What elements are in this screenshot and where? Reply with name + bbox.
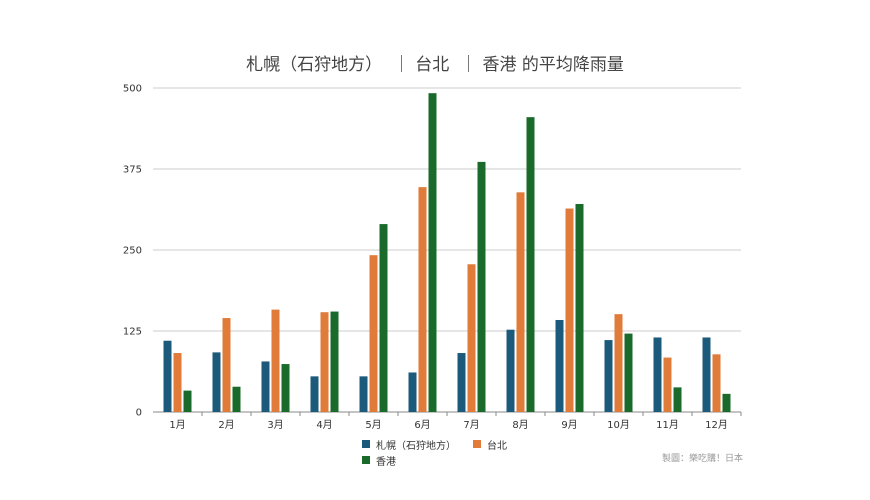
bar: [222, 318, 231, 412]
legend-swatch-sapporo: [362, 440, 370, 448]
y-tick-label: 500: [123, 84, 142, 95]
x-tick-label: 5月: [365, 419, 381, 431]
bar: [604, 340, 613, 412]
bar: [408, 372, 417, 412]
legend-swatch-taipei: [473, 440, 481, 448]
bar: [379, 224, 388, 412]
y-tick-label: 0: [136, 408, 142, 419]
bar: [653, 337, 662, 412]
x-tick-label: 7月: [463, 419, 479, 431]
bar: [232, 386, 241, 412]
chart-title: 札幌（石狩地方） ｜ 台北 ｜ 香港 的平均降雨量: [246, 55, 624, 75]
bar: [163, 340, 172, 412]
credit-text: 製圖：樂吃購！日本: [661, 454, 743, 464]
bar: [467, 264, 476, 412]
bar: [477, 161, 486, 412]
x-tick-label: 12月: [705, 419, 728, 431]
bar: [261, 361, 270, 412]
bar: [575, 203, 584, 412]
bar: [702, 337, 711, 412]
legend-label-taipei: 台北: [487, 440, 507, 452]
bar: [722, 393, 731, 412]
bar: [555, 319, 564, 412]
bar: [359, 376, 368, 412]
x-tick-label: 1月: [169, 419, 185, 431]
bar: [712, 354, 721, 412]
y-tick-label: 375: [123, 165, 142, 176]
x-tick-label: 6月: [414, 419, 430, 431]
bar: [271, 309, 280, 412]
bar: [506, 329, 515, 412]
legend-item-hongkong: 香港: [362, 453, 396, 468]
bar: [418, 187, 427, 412]
x-tick-label: 9月: [561, 419, 577, 431]
bar: [526, 117, 535, 412]
legend-label-hongkong: 香港: [376, 456, 396, 468]
x-tick-label: 3月: [267, 419, 283, 431]
bar: [183, 390, 192, 412]
bar: [310, 376, 319, 412]
legend-swatch-hongkong: [362, 456, 370, 464]
x-tick-label: 10月: [607, 419, 630, 431]
bar: [320, 312, 329, 412]
legend-label-sapporo: 札幌（石狩地方）: [376, 440, 456, 452]
bar: [663, 357, 672, 412]
bar: [369, 255, 378, 412]
bar: [212, 352, 221, 412]
x-tick-label: 8月: [512, 419, 528, 431]
bar: [330, 311, 339, 412]
bar: [428, 93, 437, 413]
legend-item-taipei: 台北: [473, 437, 507, 452]
bar: [516, 192, 525, 412]
bar: [614, 314, 623, 412]
bar: [173, 353, 182, 412]
bar: [457, 353, 466, 412]
y-tick-label: 250: [123, 246, 142, 257]
bar: [624, 333, 633, 412]
bar: [673, 387, 682, 412]
x-tick-label: 2月: [218, 419, 234, 431]
bar: [281, 364, 290, 412]
legend-item-sapporo: 札幌（石狩地方）: [362, 437, 456, 452]
bar: [565, 208, 574, 412]
x-tick-label: 4月: [316, 419, 332, 431]
y-tick-label: 125: [123, 327, 142, 338]
legend: 札幌（石狩地方） 台北 香港: [362, 437, 562, 471]
x-tick-label: 11月: [656, 419, 679, 431]
